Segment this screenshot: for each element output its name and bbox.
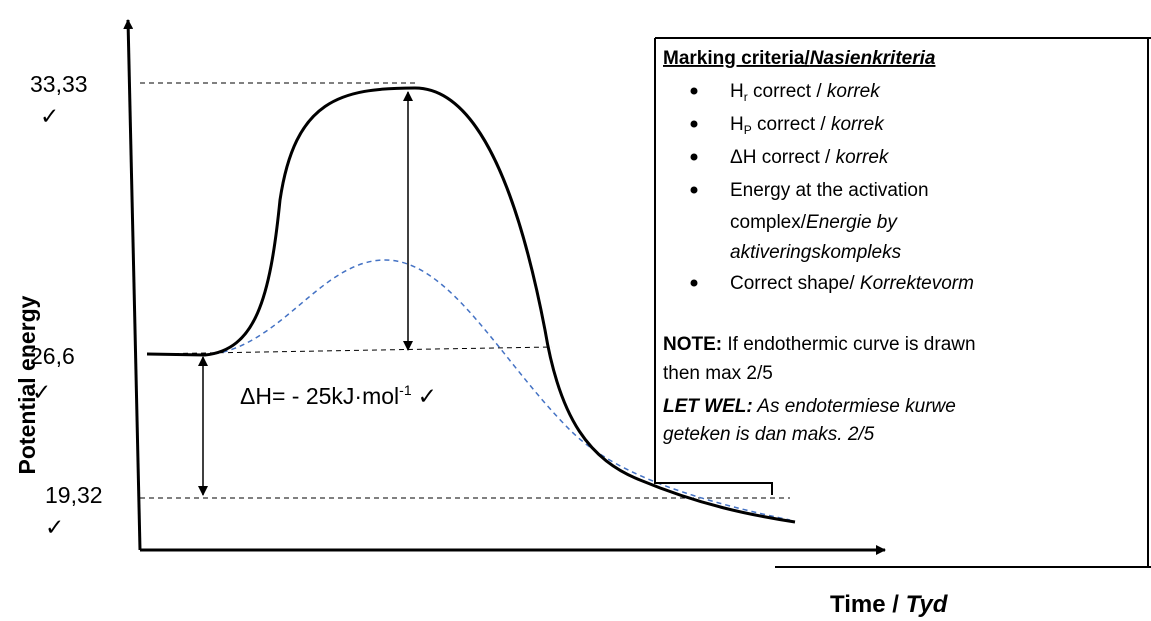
t: complex/	[730, 212, 807, 233]
italic: korrek	[827, 81, 881, 102]
check: ✓	[40, 103, 59, 129]
t: correct /	[752, 114, 831, 135]
italic: Korrektevorm	[860, 273, 974, 294]
criterion: aktiveringskompleks	[730, 242, 902, 263]
delta-h-text: ΔH= - 25kJ·mol	[240, 383, 399, 409]
let-wel: geteken is dan maks. 2/5	[663, 424, 875, 445]
t: H	[730, 114, 744, 135]
criterion: HP correct / korrek	[730, 114, 885, 137]
x-label-italic: Tyd	[906, 591, 949, 618]
sub: P	[744, 123, 752, 137]
note: then max 2/5	[663, 363, 773, 384]
energy-diagram: Potential energy Time / Tyd 33,33 ✓ 26,6…	[0, 0, 1151, 621]
x-label-text: Time /	[830, 591, 899, 618]
level-label: 26,6	[30, 343, 75, 369]
guide-line	[147, 347, 552, 354]
check: ✓	[418, 383, 437, 409]
criterion: ΔH correct / korrek	[730, 147, 890, 168]
criterion: Hr correct / korrek	[730, 81, 881, 104]
check: ✓	[45, 514, 64, 540]
level-label: 19,32	[45, 482, 103, 508]
t: ΔH correct /	[730, 147, 836, 168]
bold: LET WEL:	[663, 396, 753, 417]
let-wel: LET WEL: As endotermiese kurwe	[663, 396, 956, 417]
t: Correct shape/	[730, 273, 860, 294]
check: ✓	[32, 379, 51, 405]
italic: korrek	[836, 147, 890, 168]
t: As endotermiese kurwe	[753, 396, 956, 417]
criterion: Correct shape/ Korrektevorm	[730, 273, 974, 294]
t: H	[730, 81, 744, 102]
x-axis-label: Time / Tyd	[830, 591, 949, 618]
delta-h-label: ΔH= - 25kJ·mol-1 ✓	[240, 382, 437, 409]
y-axis	[128, 20, 140, 550]
italic: korrek	[831, 114, 885, 135]
level-label: 33,33	[30, 71, 88, 97]
t: If endothermic curve is drawn	[722, 334, 975, 355]
italic: Energie by	[806, 212, 898, 233]
title-text: Marking criteria/	[663, 48, 810, 69]
bold: NOTE:	[663, 334, 722, 355]
criterion: complex/Energie by	[730, 212, 898, 233]
criterion: Energy at the activation	[730, 180, 929, 201]
criteria-title: Marking criteria/Nasienkriteria	[663, 48, 936, 69]
bullets	[691, 88, 698, 287]
t: correct /	[748, 81, 827, 102]
superscript: -1	[399, 382, 412, 398]
title-italic: Nasienkriteria	[810, 48, 936, 69]
note: NOTE: If endothermic curve is drawn	[663, 334, 976, 355]
reaction-curve	[147, 88, 795, 522]
